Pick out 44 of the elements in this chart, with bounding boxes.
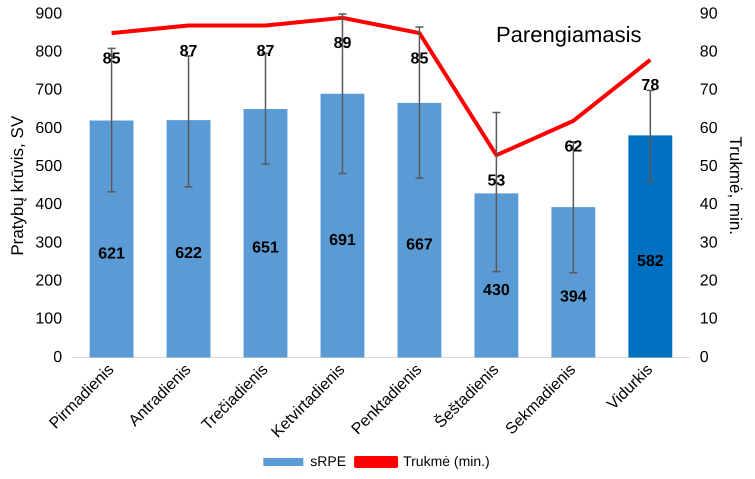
y-tick-label: 200 [35,272,62,290]
y2-tick-label: 60 [700,120,718,137]
data-label: 622 [175,245,202,262]
data-label: 394 [560,288,587,306]
bar [320,94,364,358]
data-label: 87 [180,42,198,60]
y-tick-label: 800 [35,44,62,61]
y-axis-title: Pratybų krūvis, SV [8,115,27,256]
legend-label: Trukmė (min.) [403,452,490,469]
data-label: 691 [329,232,356,250]
y2-tick-label: 50 [700,158,718,176]
data-label: 621 [98,245,126,262]
y-tick-label: 100 [35,310,62,328]
y2-tick-label: 20 [700,272,718,290]
y-tick-label: 600 [35,120,62,137]
bar [551,207,596,358]
bar [90,120,134,358]
y2-tick-label: 80 [700,44,718,61]
y2-tick-label: 70 [700,82,718,99]
y-tick-label: 500 [35,158,62,176]
data-label: 582 [636,252,664,270]
y-tick-label: 700 [35,82,62,99]
bar [166,120,210,358]
chart-title: Parengiamasis [496,22,642,48]
bar [628,135,672,358]
y-tick-label: 400 [35,196,62,214]
data-label: 667 [406,236,433,254]
bar [474,193,518,358]
y-tick-label: 300 [35,234,62,252]
y2-tick-label: 90 [700,5,718,22]
y2-tick-label: 0 [700,348,709,366]
data-label: 430 [483,282,510,299]
data-label: 78 [641,77,660,94]
y2-axis-title: Trukmė, min. [726,136,746,236]
y2-tick-label: 10 [700,310,718,328]
bar [244,109,288,358]
y-tick-label: 900 [35,5,62,22]
data-label: 87 [256,42,275,60]
data-label: 651 [252,240,279,257]
y-tick-label: 0 [53,348,62,366]
y2-tick-label: 40 [700,196,718,214]
bar [397,102,442,358]
y2-tick-label: 30 [700,234,718,252]
legend-label: sRPE [310,452,346,469]
